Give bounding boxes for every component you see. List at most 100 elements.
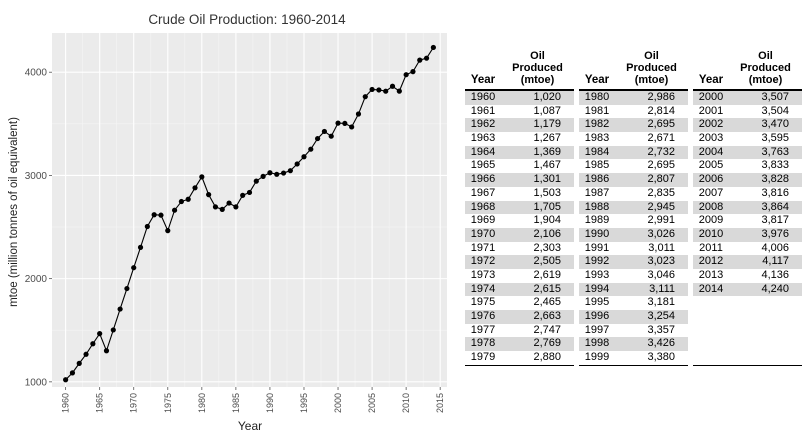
table-row: 1985 2,695 xyxy=(579,159,688,173)
cell-value: 2,769 xyxy=(533,337,561,350)
table-row: 1963 1,267 xyxy=(465,132,574,146)
data-point xyxy=(110,327,116,333)
data-point xyxy=(226,200,232,206)
series-line xyxy=(63,44,436,383)
table-row: 2013 4,136 xyxy=(693,269,802,283)
x-tick-label: 2000 xyxy=(333,393,343,413)
cell-value: 1,087 xyxy=(533,104,561,117)
table-row: 2014 4,240 xyxy=(693,282,802,297)
table-row xyxy=(693,324,802,338)
table-row: 1989 2,991 xyxy=(579,214,688,228)
data-point xyxy=(335,120,341,126)
cell-value: 4,006 xyxy=(761,241,789,254)
table-row: 2011 4,006 xyxy=(693,242,802,256)
x-tick-label: 1975 xyxy=(163,393,173,413)
table-row: 1968 1,705 xyxy=(465,200,574,215)
header-year: Year xyxy=(698,74,724,86)
cell-value: 2,671 xyxy=(647,132,675,145)
table-row: 1999 3,380 xyxy=(579,351,688,365)
table-row: 1987 2,835 xyxy=(579,187,688,201)
cell-value xyxy=(729,351,789,365)
cell-value: 1,179 xyxy=(533,118,561,131)
cell-year: 2000 xyxy=(698,91,724,103)
x-axis-ticks: 1960 1965 1970 1975 1980 1985 1990 1995 2000 2005… xyxy=(61,387,445,413)
cell-year: 2009 xyxy=(698,214,724,227)
y-tick-label: 4000 xyxy=(25,68,48,79)
table-row: 1981 2,814 xyxy=(579,105,688,119)
table-row: 1983 2,671 xyxy=(579,132,688,146)
data-point xyxy=(158,212,164,218)
data-point xyxy=(206,192,212,198)
cell-value: 3,026 xyxy=(647,227,675,240)
cell-value: 3,507 xyxy=(761,91,789,103)
data-point xyxy=(417,57,423,63)
cell-value: 1,369 xyxy=(533,145,561,158)
table-row: 1974 2,615 xyxy=(465,282,574,297)
table-row: 1993 3,046 xyxy=(579,269,688,283)
cell-value: 3,833 xyxy=(761,159,789,172)
table-row: 1969 1,904 xyxy=(465,214,574,228)
cell-value: 3,470 xyxy=(761,118,789,131)
data-point xyxy=(137,244,144,250)
header-produced: Oil Produced (mtoe) xyxy=(729,50,802,86)
cell-year: 1990 xyxy=(584,227,610,240)
cell-year: 1978 xyxy=(470,337,496,350)
cell-year: 1993 xyxy=(584,268,610,281)
table-row: 1979 2,880 xyxy=(465,351,574,365)
table-row: 2007 3,816 xyxy=(693,187,802,201)
cell-year xyxy=(693,337,729,351)
cell-value: 2,807 xyxy=(647,173,675,186)
cell-year: 1988 xyxy=(584,200,610,213)
header-produced-line: Produced xyxy=(740,62,791,74)
cell-year: 2003 xyxy=(698,132,724,145)
table-row: 1986 2,807 xyxy=(579,173,688,187)
data-point xyxy=(165,228,171,234)
data-point xyxy=(90,341,96,347)
data-point xyxy=(321,128,328,135)
cell-year xyxy=(693,324,729,338)
table-row: 1992 3,023 xyxy=(579,255,688,269)
data-point xyxy=(246,189,253,196)
cell-value: 3,357 xyxy=(647,323,675,336)
x-tick-label: 2005 xyxy=(367,393,377,413)
table-row: 1975 2,465 xyxy=(465,296,574,310)
cell-year xyxy=(693,296,729,310)
data-point xyxy=(403,72,409,78)
cell-year: 1992 xyxy=(584,255,610,268)
data-point xyxy=(260,173,266,179)
data-point xyxy=(423,55,430,61)
cell-year: 2006 xyxy=(698,173,724,186)
grid-lines xyxy=(52,33,447,387)
cell-year: 1980 xyxy=(584,91,610,103)
cell-year: 1975 xyxy=(470,296,496,309)
table-row: 1978 2,769 xyxy=(465,337,574,352)
cell-year: 1974 xyxy=(470,282,496,295)
cell-value: 3,976 xyxy=(761,227,789,240)
cell-year: 1981 xyxy=(584,104,610,117)
table-row: 1962 1,179 xyxy=(465,118,574,133)
x-tick-label: 2015 xyxy=(435,393,445,413)
table-row: 1964 1,369 xyxy=(465,145,574,160)
cell-value: 3,864 xyxy=(761,200,789,213)
table-row: 1991 3,011 xyxy=(579,242,688,256)
table-row: 1997 3,357 xyxy=(579,324,688,338)
cell-year xyxy=(693,351,729,365)
cell-year: 2014 xyxy=(698,282,724,295)
table-header: Year Oil Produced (mtoe) xyxy=(579,40,688,91)
cell-year: 2008 xyxy=(698,200,724,213)
cell-year: 1995 xyxy=(584,296,610,309)
data-point xyxy=(171,207,178,213)
data-point xyxy=(342,120,348,127)
x-tick-label: 1965 xyxy=(95,393,105,413)
table-row: 1995 3,181 xyxy=(579,296,688,310)
data-point xyxy=(349,124,355,130)
header-produced-line: Oil xyxy=(530,50,545,62)
table-row: 1990 3,026 xyxy=(579,227,688,242)
header-year: Year xyxy=(470,74,496,86)
data-point xyxy=(355,111,362,117)
cell-year: 1983 xyxy=(584,132,610,145)
table-row: 2002 3,470 xyxy=(693,118,802,133)
cell-value: 2,505 xyxy=(533,255,561,268)
y-axis-label: mtoe (million tonnes of oil equivalent) xyxy=(8,117,20,307)
cell-value: 2,991 xyxy=(647,214,675,227)
